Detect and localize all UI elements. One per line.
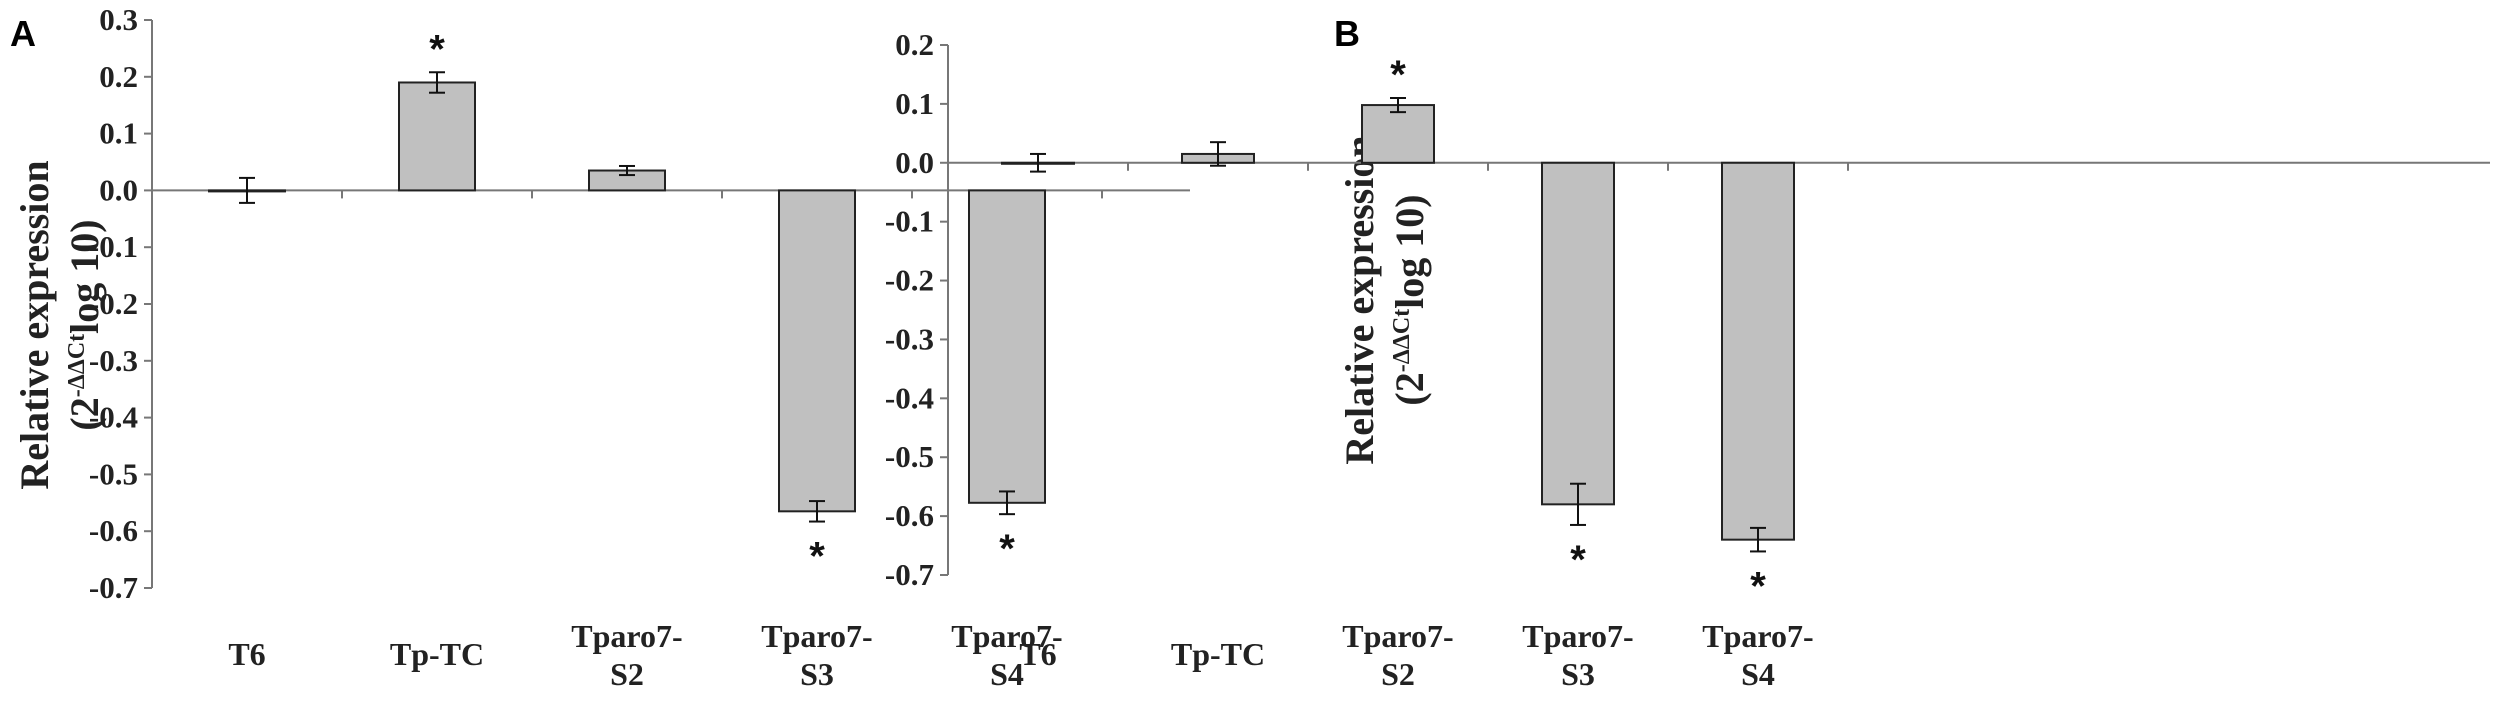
category-label-line: S2	[610, 656, 644, 692]
panel-a: A Relative expression (2-ΔΔCtlog 10) 0.3…	[10, 2, 1190, 692]
category-label: T6	[1019, 636, 1056, 672]
category-label-line: S3	[1561, 656, 1595, 692]
category-label: Tparo7-S4	[1702, 618, 1813, 692]
y-tick-label: -0.5	[885, 439, 934, 474]
y-tick-label: -0.2	[89, 286, 138, 321]
category-label-line: Tparo7-	[571, 618, 682, 654]
panel-letter: A	[10, 13, 36, 54]
y-tick-label: 0.2	[895, 27, 934, 62]
category-label-line: Tp-TC	[1171, 636, 1265, 672]
y-tick-label: -0.1	[89, 229, 138, 264]
category-label-line: S3	[800, 656, 834, 692]
category-label-line: Tparo7-	[1342, 618, 1453, 654]
category-label: T6	[228, 636, 265, 672]
panel-b: B Relative expression (2-ΔΔCtlog 10) 0.2…	[885, 13, 2490, 692]
y-tick-label: 0.0	[99, 172, 138, 207]
y-tick-label: -0.6	[885, 498, 934, 533]
category-label: Tparo7-S2	[1342, 618, 1453, 692]
bar	[968, 189, 1046, 504]
category-label: Tparo7-S2	[571, 618, 682, 692]
y-tick-label: -0.5	[89, 456, 138, 491]
category-label: Tparo7-S3	[1522, 618, 1633, 692]
category-label-line: Tparo7-	[951, 618, 1062, 654]
y-tick-label: -0.7	[885, 557, 934, 592]
y-axis-subtitle: (2-ΔΔCtlog 10)	[1387, 194, 1432, 405]
y-tick-label: 0.3	[99, 2, 138, 37]
y-tick-label: 0.2	[99, 59, 138, 94]
y-axis-title: Relative expression	[1337, 135, 1382, 464]
axes: 0.3 0.2 0.1 0.0 -0.1 -0.2 -0.3 -0.4 -0.5 -0.6 -0.7	[89, 2, 1190, 605]
bar	[778, 189, 856, 513]
y-tick-label: 0.1	[895, 86, 934, 121]
bars: * * *	[1001, 53, 1795, 608]
significance-star: *	[999, 527, 1015, 571]
y-tick-label: -0.3	[89, 343, 138, 378]
bars: * * *	[208, 27, 1046, 579]
y-tick-label: -0.4	[885, 380, 934, 415]
panel-letter: B	[1334, 13, 1360, 54]
category-label-line: S4	[990, 656, 1024, 692]
y-axis-subtitle: (2-ΔΔCtlog 10)	[62, 219, 107, 430]
y-tick-label: -0.1	[885, 204, 934, 239]
y-tick-label: 0.1	[99, 116, 138, 151]
category-label: Tparo7-S4	[951, 618, 1062, 692]
bar	[1361, 104, 1435, 164]
category-label-line: T6	[228, 636, 265, 672]
significance-star: *	[1390, 53, 1406, 97]
category-label: Tp-TC	[390, 636, 484, 672]
category-label: Tparo7-S3	[761, 618, 872, 692]
significance-star: *	[1570, 538, 1586, 582]
y-axis-title: Relative expression	[12, 160, 57, 489]
category-label-line: T6	[1019, 636, 1056, 672]
axes: 0.2 0.1 0.0 -0.1 -0.2 -0.3 -0.4 -0.5 -0.6 -0.7	[885, 27, 2490, 592]
category-label: Tp-TC	[1171, 636, 1265, 672]
category-label-line: S4	[1741, 656, 1775, 692]
category-label-line: Tparo7-	[761, 618, 872, 654]
significance-star: *	[1750, 564, 1766, 608]
y-tick-label: -0.7	[89, 570, 138, 605]
significance-star: *	[429, 27, 445, 71]
y-tick-label: -0.6	[89, 513, 138, 548]
y-tick-label: -0.3	[885, 321, 934, 356]
bar	[1721, 161, 1795, 541]
y-tick-label: -0.4	[89, 400, 138, 435]
y-tick-label: -0.2	[885, 263, 934, 298]
bar	[398, 81, 476, 192]
significance-star: *	[809, 535, 825, 579]
category-label-line: Tparo7-	[1522, 618, 1633, 654]
category-label-line: Tparo7-	[1702, 618, 1813, 654]
category-label-line: Tp-TC	[390, 636, 484, 672]
category-label-line: S2	[1381, 656, 1415, 692]
bar	[1541, 161, 1615, 506]
y-tick-label: 0.0	[895, 145, 934, 180]
